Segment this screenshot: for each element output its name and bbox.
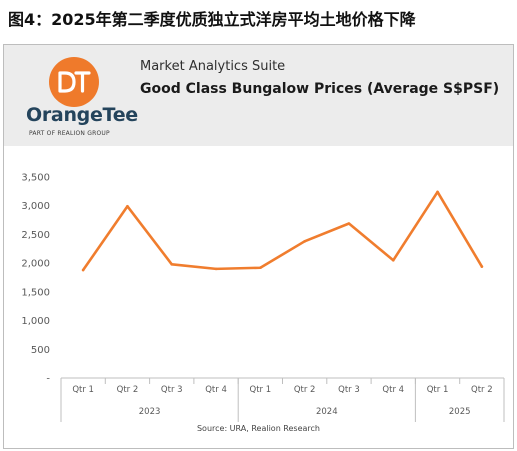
data-point (391, 258, 395, 262)
x-group-label: 2023 (139, 407, 161, 417)
suite-title: Market Analytics Suite (140, 59, 286, 74)
y-tick-label: 3,500 (21, 173, 50, 184)
data-point (170, 262, 174, 266)
chart-title: Good Class Bungalow Prices (Average S$PS… (140, 81, 500, 97)
data-point (214, 267, 218, 271)
x-tick-label: Qtr 1 (72, 385, 94, 395)
brand-name: OrangeTee (26, 104, 138, 126)
data-point (126, 204, 129, 208)
brand-tagline: PART OF REALION GROUP (29, 130, 110, 137)
line-chart: - 500 1,000 1,500 2,000 2,500 3,000 3,500 Qtr 1 Q… (21, 173, 505, 422)
x-tick-label: Qtr 2 (117, 385, 139, 395)
x-tick-label: Qtr 2 (471, 385, 493, 395)
y-tick-label: 1,500 (21, 287, 50, 298)
x-tick-label: Qtr 2 (294, 385, 316, 395)
x-group-label: 2024 (316, 407, 338, 417)
y-tick-label: 2,500 (21, 230, 50, 241)
y-tick-label: 2,000 (21, 259, 50, 270)
x-tick-label: Qtr 3 (161, 385, 183, 395)
data-point (436, 190, 439, 194)
data-point (347, 222, 351, 225)
data-point (303, 240, 306, 243)
figure-title: 图4：2025年第二季度优质独立式洋房平均土地价格下降 (8, 10, 416, 29)
chart-header: OrangeTee PART OF REALION GROUP Market A… (4, 45, 513, 146)
y-tick-label: 500 (31, 345, 50, 356)
x-tick-label: Qtr 1 (427, 385, 449, 395)
data-point (81, 268, 85, 272)
x-tick-label: Qtr 4 (205, 385, 227, 395)
y-tick-label: 3,000 (21, 201, 50, 212)
x-tick-label: Qtr 1 (250, 385, 272, 395)
x-tick-label: Qtr 4 (382, 385, 404, 395)
source-note: Source: URA, Realion Research (196, 424, 321, 433)
data-point (480, 265, 484, 268)
orangetee-logo-icon (49, 57, 99, 107)
chart-card: OrangeTee PART OF REALION GROUP Market A… (3, 44, 514, 449)
x-tick-label: Qtr 3 (338, 385, 360, 395)
series-line (81, 190, 484, 272)
data-point (259, 266, 262, 270)
y-tick-label: 1,000 (21, 316, 50, 327)
x-group-label: 2025 (449, 407, 471, 417)
y-tick-label: - (46, 374, 50, 385)
